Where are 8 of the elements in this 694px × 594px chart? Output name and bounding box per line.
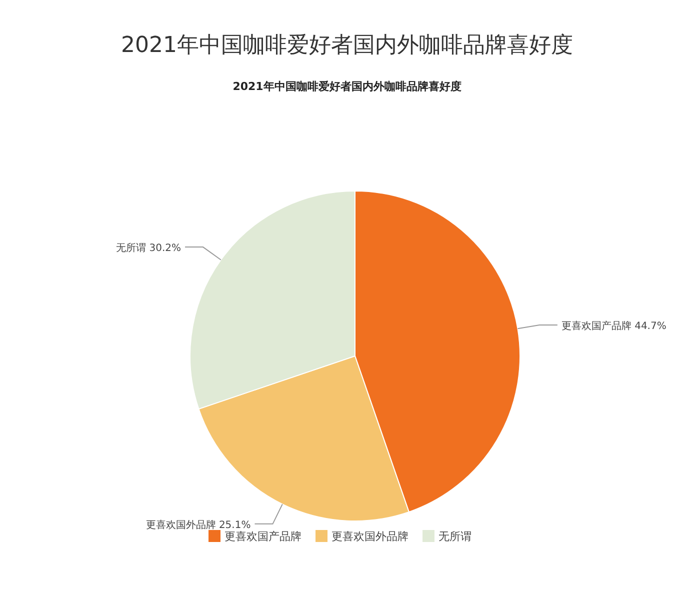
chart-title: 2021年中国咖啡爱好者国内外咖啡品牌喜好度: [121, 33, 573, 58]
legend-label: 更喜欢国外品牌: [332, 530, 408, 543]
legend-label: 更喜欢国产品牌: [224, 530, 302, 543]
category-label: 更喜欢国外品牌 25.1%: [146, 520, 251, 531]
category-label: 更喜欢国产品牌 44.7%: [561, 321, 666, 332]
legend-label: 无所谓: [438, 530, 472, 543]
category-label: 无所谓 30.2%: [116, 243, 182, 254]
chart-subtitle: 2021年中国咖啡爱好者国内外咖啡品牌喜好度: [232, 80, 462, 93]
